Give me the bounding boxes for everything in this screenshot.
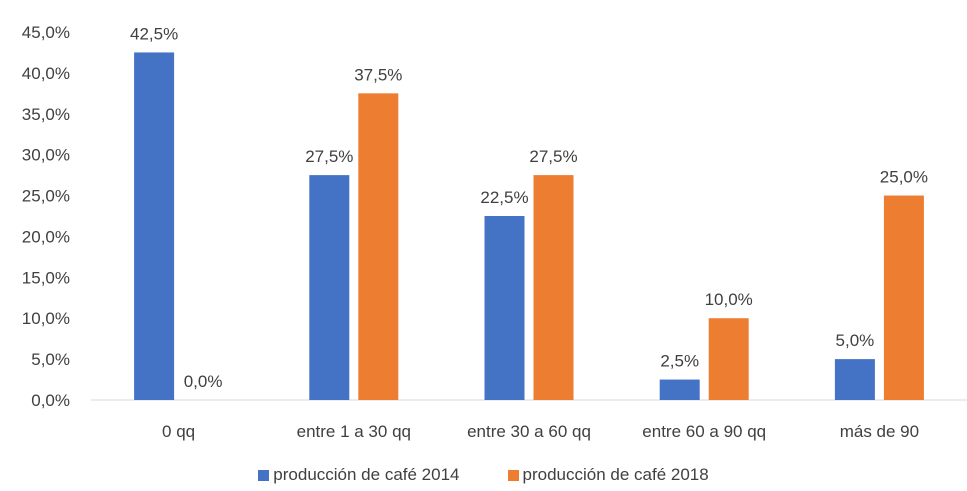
- x-tick-label: 0 qq: [162, 422, 195, 441]
- data-label: 27,5%: [305, 147, 353, 166]
- data-label: 5,0%: [836, 331, 875, 350]
- y-tick-label: 0,0%: [31, 391, 70, 410]
- bar-2014: [484, 216, 525, 400]
- legend-item-2014: producción de café 2014: [258, 465, 460, 485]
- x-tick-label: entre 60 a 90 qq: [642, 422, 766, 441]
- bar-2014: [659, 379, 700, 400]
- legend-label-2014: producción de café 2014: [273, 465, 460, 484]
- bar-2018: [358, 93, 399, 400]
- y-tick-label: 30,0%: [22, 146, 70, 165]
- y-tick-label: 15,0%: [22, 268, 70, 287]
- legend-swatch-2014: [258, 469, 270, 481]
- y-tick-label: 5,0%: [31, 350, 70, 369]
- bar-2014: [134, 52, 175, 400]
- data-label: 27,5%: [529, 147, 577, 166]
- legend-swatch-2018: [507, 469, 519, 481]
- y-tick-label: 45,0%: [22, 23, 70, 42]
- data-label: 37,5%: [354, 65, 402, 84]
- y-tick-label: 40,0%: [22, 64, 70, 83]
- y-tick-label: 35,0%: [22, 105, 70, 124]
- legend-label-2018: producción de café 2018: [522, 465, 709, 484]
- bar-2014: [309, 175, 350, 400]
- bar-2018: [533, 175, 574, 400]
- y-tick-label: 25,0%: [22, 187, 70, 206]
- bar-2014: [834, 359, 875, 400]
- x-tick-label: entre 1 a 30 qq: [297, 422, 411, 441]
- y-axis: 0,0% 5,0% 10,0% 15,0% 20,0% 25,0% 30,0% 35,0% 40…: [22, 23, 70, 410]
- bar-2018: [883, 195, 924, 400]
- data-label: 25,0%: [880, 168, 928, 187]
- data-label: 42,5%: [130, 24, 178, 43]
- legend: producción de café 2014 producción de ca…: [0, 465, 967, 485]
- x-tick-label: entre 30 a 60 qq: [467, 422, 591, 441]
- x-axis: 0 qq entre 1 a 30 qq entre 30 a 60 qq entre…: [91, 399, 967, 441]
- legend-item-2018: producción de café 2018: [507, 465, 709, 485]
- data-label: 2,5%: [660, 352, 699, 371]
- data-label: 10,0%: [705, 290, 753, 309]
- data-labels: 42,5% 0,0% 27,5% 37,5% 22,5% 27,5% 2,5% 10,0% 5,…: [130, 24, 928, 391]
- bars: [134, 52, 924, 400]
- data-label: 0,0%: [184, 372, 223, 391]
- y-tick-label: 10,0%: [22, 309, 70, 328]
- x-tick-label: más de 90: [840, 422, 919, 441]
- bar-2018: [708, 318, 749, 400]
- y-tick-label: 20,0%: [22, 227, 70, 246]
- data-label: 22,5%: [480, 188, 528, 207]
